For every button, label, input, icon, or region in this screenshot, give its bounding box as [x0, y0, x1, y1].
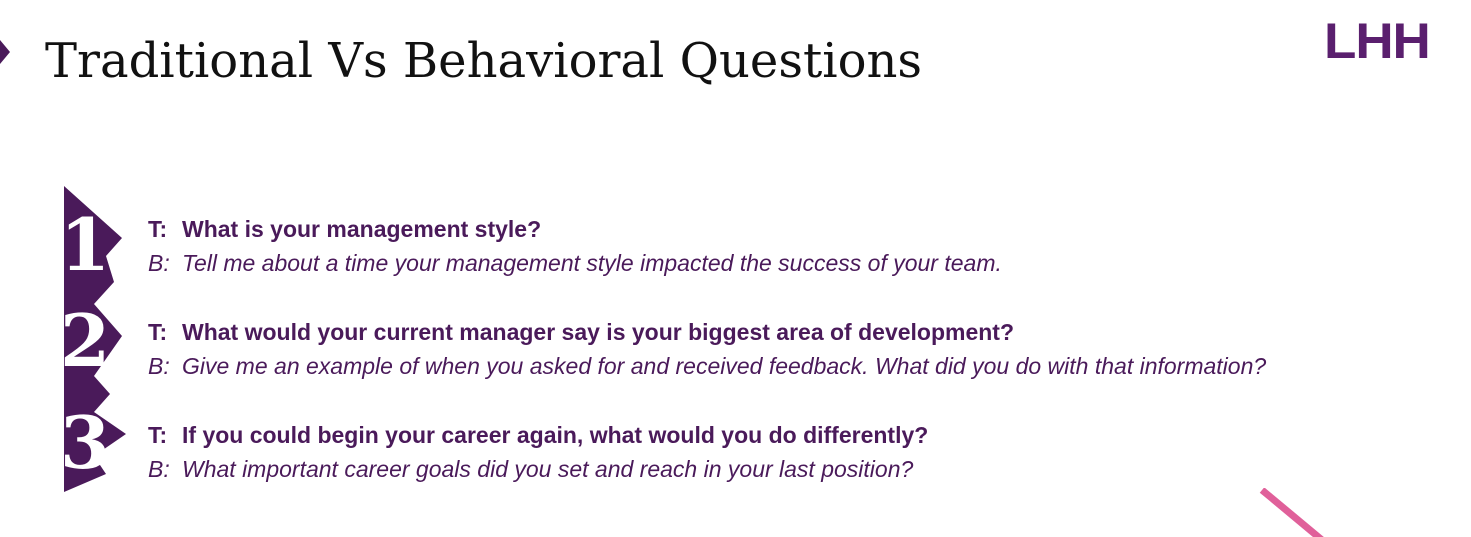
traditional-prefix: T:: [148, 422, 168, 448]
behavioral-prefix: B:: [148, 250, 170, 276]
corner-arrow-marker: [0, 40, 10, 64]
behavioral-question-1: B: Tell me about a time your management s…: [148, 246, 1002, 280]
behavioral-question-text: Tell me about a time your management sty…: [182, 250, 1002, 276]
traditional-prefix: T:: [148, 216, 168, 242]
lhh-logo: LHH: [1324, 13, 1431, 69]
traditional-question-3: T: If you could begin your career again, …: [148, 418, 928, 452]
traditional-question-1: T: What is your management style?: [148, 212, 1002, 246]
question-pair-2: T: What would your current manager say is…: [148, 315, 1266, 383]
traditional-question-text: If you could begin your career again, wh…: [182, 422, 929, 448]
pink-diagonal-accent: [1259, 488, 1324, 537]
slide-title: Traditional Vs Behavioral Questions: [45, 33, 923, 89]
traditional-question-text: What is your management style?: [182, 216, 542, 242]
behavioral-prefix: B:: [148, 353, 170, 379]
behavioral-prefix: B:: [148, 456, 170, 482]
behavioral-question-text: Give me an example of when you asked for…: [182, 353, 1267, 379]
behavioral-question-2: B: Give me an example of when you asked f…: [148, 349, 1266, 383]
behavioral-question-text: What important career goals did you set …: [182, 456, 914, 482]
ribbon-shape: [64, 186, 126, 492]
traditional-question-2: T: What would your current manager say is…: [148, 315, 1266, 349]
traditional-question-text: What would your current manager say is y…: [182, 319, 1015, 345]
numbered-ribbon: 1 2 3: [64, 186, 126, 492]
question-pair-1: T: What is your management style? B: Tell …: [148, 212, 1002, 280]
question-pair-3: T: If you could begin your career again, …: [148, 418, 928, 486]
traditional-prefix: T:: [148, 319, 168, 345]
behavioral-question-3: B: What important career goals did you se…: [148, 452, 928, 486]
